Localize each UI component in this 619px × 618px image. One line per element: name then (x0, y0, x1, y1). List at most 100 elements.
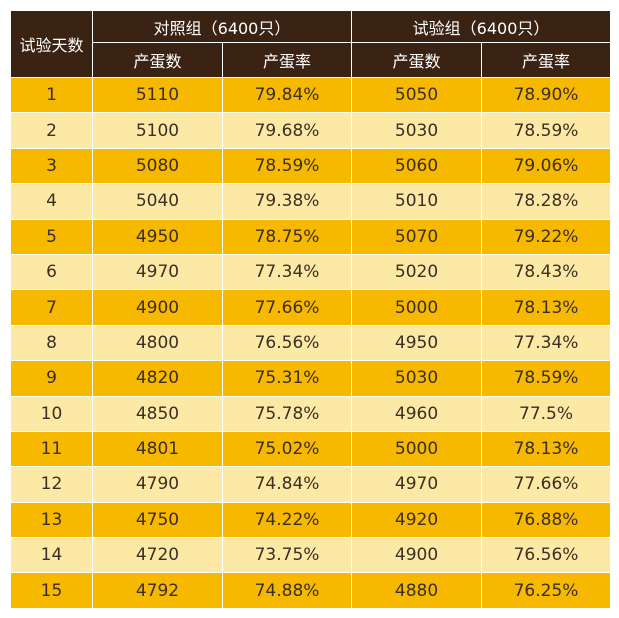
day-cell: 11 (10, 430, 93, 468)
control-egg-rate-cell: 74.88% (221, 572, 353, 609)
test-egg-count-cell: 5000 (351, 430, 483, 468)
test-egg-rate-header: 产蛋率 (481, 42, 612, 78)
test-egg-rate-cell: 77.5% (481, 395, 612, 432)
control-egg-rate-cell: 75.02% (221, 430, 353, 468)
control-group-header: 对照组（6400只） (91, 10, 353, 43)
control-egg-rate-cell: 79.38% (221, 183, 353, 220)
control-egg-count-cell: 4970 (92, 253, 223, 291)
table-row: 10 4850 75.78% 4960 77.5% (10, 395, 612, 432)
test-egg-count-cell: 5030 (351, 360, 483, 397)
day-cell: 4 (10, 183, 93, 220)
test-egg-rate-cell: 77.66% (481, 466, 612, 503)
test-egg-count-header: 产蛋数 (351, 42, 483, 78)
control-egg-rate-cell: 78.75% (221, 218, 353, 255)
day-cell: 15 (10, 572, 93, 609)
test-egg-count-cell: 5050 (351, 76, 483, 114)
control-egg-rate-cell: 73.75% (221, 537, 353, 574)
control-egg-count-cell: 5100 (92, 112, 223, 149)
day-cell: 7 (10, 289, 93, 326)
egg-production-table: 试验天数 对照组（6400只） 试验组（6400只） 产蛋数 产蛋率 产蛋数 产… (10, 10, 612, 609)
table-header: 试验天数 对照组（6400只） 试验组（6400只） 产蛋数 产蛋率 产蛋数 产… (10, 10, 612, 78)
table-row: 3 5080 78.59% 5060 79.06% (10, 147, 612, 185)
control-egg-count-cell: 4790 (92, 466, 223, 503)
control-egg-count-cell: 4950 (92, 218, 223, 255)
control-egg-rate-cell: 77.66% (221, 289, 353, 326)
table-row: 13 4750 74.22% 4920 76.88% (10, 501, 612, 539)
table-body: 1 5110 79.84% 5050 78.90% 2 5100 79.68% 5030 78.5… (10, 76, 612, 609)
table-row: 11 4801 75.02% 5000 78.13% (10, 430, 612, 468)
table-row: 8 4800 76.56% 4950 77.34% (10, 324, 612, 362)
test-egg-rate-cell: 77.34% (481, 324, 612, 362)
test-egg-count-cell: 5020 (351, 253, 483, 291)
test-egg-count-cell: 4970 (351, 466, 483, 503)
control-egg-count-cell: 4850 (92, 395, 223, 432)
test-egg-count-cell: 5000 (351, 289, 483, 326)
control-egg-count-cell: 5110 (92, 76, 223, 114)
day-cell: 3 (10, 147, 93, 185)
table-row: 12 4790 74.84% 4970 77.66% (10, 466, 612, 503)
table-row: 15 4792 74.88% 4880 76.25% (10, 572, 612, 609)
day-cell: 6 (10, 253, 93, 291)
test-egg-rate-cell: 76.56% (481, 537, 612, 574)
day-cell: 8 (10, 324, 93, 362)
test-egg-rate-cell: 76.25% (481, 572, 612, 609)
control-egg-rate-cell: 76.56% (221, 324, 353, 362)
test-egg-rate-cell: 78.43% (481, 253, 612, 291)
table-row: 4 5040 79.38% 5010 78.28% (10, 183, 612, 220)
control-egg-count-cell: 4750 (92, 501, 223, 539)
control-egg-count-cell: 4792 (92, 572, 223, 609)
day-cell: 14 (10, 537, 93, 574)
control-egg-rate-cell: 74.84% (221, 466, 353, 503)
test-egg-count-cell: 5030 (351, 112, 483, 149)
control-egg-rate-header: 产蛋率 (221, 42, 353, 78)
day-cell: 2 (10, 112, 93, 149)
test-egg-count-cell: 4880 (351, 572, 483, 609)
control-egg-count-cell: 5080 (92, 147, 223, 185)
table-row: 6 4970 77.34% 5020 78.43% (10, 253, 612, 291)
table-row: 1 5110 79.84% 5050 78.90% (10, 76, 612, 114)
table-row: 7 4900 77.66% 5000 78.13% (10, 289, 612, 326)
control-egg-rate-cell: 74.22% (221, 501, 353, 539)
table-row: 14 4720 73.75% 4900 76.56% (10, 537, 612, 574)
control-egg-count-cell: 5040 (92, 183, 223, 220)
test-egg-count-cell: 4950 (351, 324, 483, 362)
test-egg-count-cell: 5060 (351, 147, 483, 185)
control-egg-count-cell: 4801 (92, 430, 223, 468)
day-cell: 10 (10, 395, 93, 432)
test-egg-count-cell: 5010 (351, 183, 483, 220)
day-cell: 9 (10, 360, 93, 397)
test-egg-rate-cell: 79.06% (481, 147, 612, 185)
test-egg-rate-cell: 78.13% (481, 430, 612, 468)
test-egg-rate-cell: 76.88% (481, 501, 612, 539)
control-egg-rate-cell: 78.59% (221, 147, 353, 185)
control-egg-count-header: 产蛋数 (92, 42, 223, 78)
day-cell: 5 (10, 218, 93, 255)
day-cell: 12 (10, 466, 93, 503)
day-cell: 13 (10, 501, 93, 539)
test-egg-count-cell: 4960 (351, 395, 483, 432)
test-egg-rate-cell: 78.28% (481, 183, 612, 220)
control-egg-rate-cell: 77.34% (221, 253, 353, 291)
test-egg-rate-cell: 79.22% (481, 218, 612, 255)
table-row: 9 4820 75.31% 5030 78.59% (10, 360, 612, 397)
test-egg-count-cell: 4920 (351, 501, 483, 539)
test-egg-rate-cell: 78.59% (481, 360, 612, 397)
day-column-header: 试验天数 (10, 10, 93, 78)
control-egg-rate-cell: 75.78% (221, 395, 353, 432)
control-egg-count-cell: 4900 (92, 289, 223, 326)
day-cell: 1 (10, 76, 93, 114)
control-egg-rate-cell: 79.68% (221, 112, 353, 149)
control-egg-rate-cell: 75.31% (221, 360, 353, 397)
test-egg-rate-cell: 78.59% (481, 112, 612, 149)
test-group-header: 试验组（6400只） (351, 10, 612, 43)
control-egg-rate-cell: 79.84% (221, 76, 353, 114)
control-egg-count-cell: 4820 (92, 360, 223, 397)
control-egg-count-cell: 4800 (92, 324, 223, 362)
test-egg-rate-cell: 78.13% (481, 289, 612, 326)
test-egg-rate-cell: 78.90% (481, 76, 612, 114)
test-egg-count-cell: 5070 (351, 218, 483, 255)
control-egg-count-cell: 4720 (92, 537, 223, 574)
table-row: 2 5100 79.68% 5030 78.59% (10, 112, 612, 149)
test-egg-count-cell: 4900 (351, 537, 483, 574)
table-row: 5 4950 78.75% 5070 79.22% (10, 218, 612, 255)
